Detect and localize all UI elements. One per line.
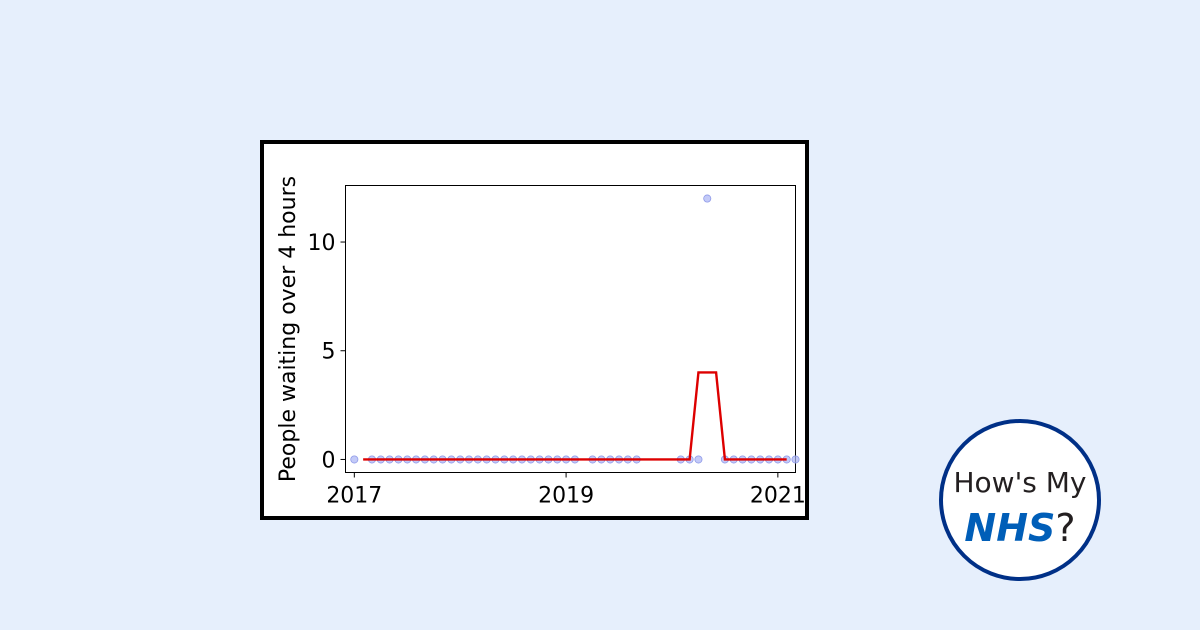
data-point <box>703 194 712 203</box>
x-tick-label: 2019 <box>538 484 594 509</box>
y-axis: 0 5 10 <box>308 231 346 473</box>
data-point <box>791 455 800 464</box>
x-axis: 2017 2019 2021 <box>326 472 805 509</box>
x-tick-label: 2017 <box>326 484 382 509</box>
hows-my-nhs-logo: How's My NHS? <box>939 419 1101 581</box>
data-point <box>350 455 359 464</box>
line-series <box>363 371 787 461</box>
y-tick-label: 10 <box>308 231 336 256</box>
plot-area <box>345 185 796 473</box>
x-tick-label: 2021 <box>750 484 805 509</box>
y-tick-label: 0 <box>322 448 336 473</box>
logo-nhs-text: NHS <box>964 506 1056 550</box>
y-tick-label: 5 <box>322 340 336 365</box>
logo-question-mark: ? <box>1055 506 1076 550</box>
trend-line <box>363 371 787 461</box>
y-axis-title: People waiting over 4 hours <box>276 176 301 482</box>
data-point <box>694 455 703 464</box>
logo-text-line2: NHS? <box>943 509 1097 547</box>
chart-frame: People waiting over 4 hours 0 5 10 2017 201… <box>260 140 809 520</box>
logo-text-line1: How's My <box>953 466 1087 499</box>
